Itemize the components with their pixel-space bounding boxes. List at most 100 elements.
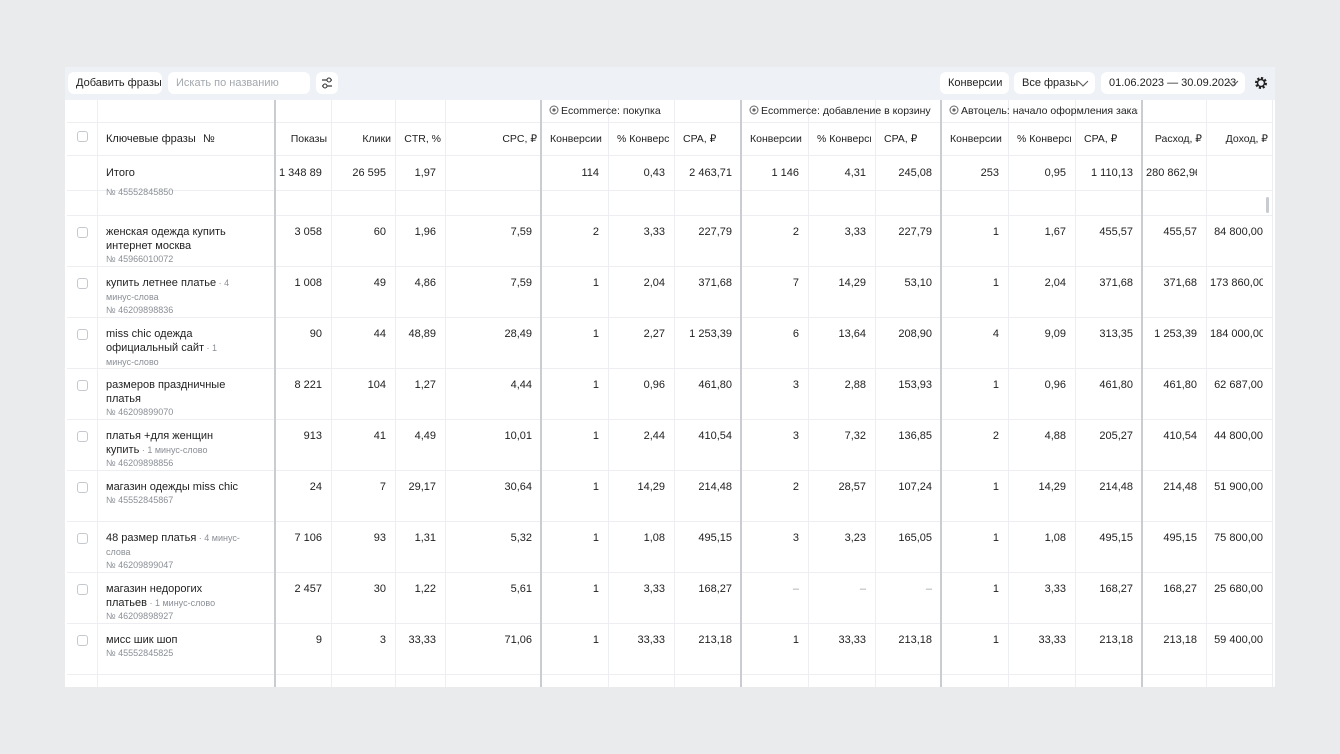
data-cell: 5,32	[510, 532, 532, 544]
group-header: Автоцель: начало оформления заказа	[949, 104, 1138, 118]
column-divider	[540, 100, 542, 687]
column-divider	[274, 100, 276, 687]
column-header: CPA, ₽	[683, 133, 717, 145]
data-cell: 30,64	[504, 481, 532, 493]
group-title: Автоцель: начало оформления заказа	[961, 105, 1138, 117]
column-divider	[808, 100, 809, 687]
data-cell: 93	[373, 532, 386, 544]
data-cell: 168,27	[1163, 583, 1197, 595]
group-title: Ecommerce: покупка	[561, 105, 661, 117]
minus-words-text: 4 минус-слова	[106, 278, 230, 302]
data-cell: 75 800,00	[1214, 532, 1263, 544]
data-cell: 136,85	[898, 430, 932, 442]
data-cell: 165,05	[898, 532, 932, 544]
phrase-id: № 46209899070	[106, 407, 174, 417]
settings-button[interactable]	[1251, 72, 1271, 94]
total-cell: 1,97	[414, 167, 436, 179]
data-cell: 53,10	[904, 277, 932, 289]
data-cell: 3	[792, 379, 799, 391]
data-cell: 3,33	[643, 583, 665, 595]
column-header: Клики	[362, 133, 391, 145]
row-divider	[67, 266, 1272, 267]
row-divider	[67, 470, 1272, 471]
data-cell: 2	[992, 430, 999, 442]
data-cell: 41	[373, 430, 386, 442]
row-divider	[67, 419, 1272, 420]
data-cell: 60	[373, 226, 386, 238]
column-divider	[740, 100, 742, 687]
data-cell: 59 400,00	[1214, 634, 1263, 646]
data-cell: 7	[379, 481, 386, 493]
minus-words-text: 1 минус-слово	[154, 598, 216, 608]
goal-icon	[749, 105, 759, 115]
column-header: Конверсии	[750, 133, 802, 145]
data-cell: 2,88	[844, 379, 866, 391]
data-cell: 62 687,00	[1214, 379, 1263, 391]
column-divider	[1272, 100, 1273, 687]
minus-words-text: 1 минус-слово	[147, 445, 208, 455]
phrase-id: № 45552845850	[106, 187, 174, 197]
data-cell: 3	[379, 634, 386, 646]
filter-settings[interactable]	[316, 72, 338, 94]
column-divider	[395, 100, 396, 687]
checkbox	[77, 635, 88, 646]
phrase-id: № 46209898927	[106, 611, 174, 621]
data-cell: 44 800,00	[1214, 430, 1263, 442]
column-divider	[674, 100, 675, 687]
group-title: Ecommerce: добавление в корзину	[761, 105, 931, 117]
data-cell: 7	[792, 277, 799, 289]
data-cell: 371,68	[1099, 277, 1133, 289]
data-cell: 2	[792, 481, 799, 493]
data-cell: 1	[592, 277, 599, 289]
data-cell: 213,18	[898, 634, 932, 646]
phrase: магазин одежды miss chic	[106, 481, 239, 493]
checkbox	[77, 329, 88, 340]
phrase: купить летнее платье	[106, 277, 217, 289]
data-cell: 213,18	[1163, 634, 1197, 646]
data-cell: 3 058	[294, 226, 322, 238]
data-cell: 410,54	[1163, 430, 1197, 442]
minus-words: · 1 минус-слово	[146, 598, 216, 608]
data-cell: 7,59	[510, 226, 532, 238]
data-cell: –	[925, 583, 932, 595]
total-cell: 2 463,71	[689, 167, 732, 179]
phrases-filter[interactable]: Все фразы	[1014, 72, 1095, 94]
data-cell: 208,90	[898, 328, 932, 340]
total-cell: 0,95	[1044, 167, 1066, 179]
checkbox	[77, 584, 88, 595]
keyword-cell: магазин одежды miss chic № 45552845867	[106, 480, 246, 522]
data-cell: 104	[367, 379, 386, 391]
chevron	[1227, 80, 1239, 87]
data-cell: 71,06	[504, 634, 532, 646]
data-cell: 1,96	[414, 226, 436, 238]
minus-words-text: 1 минус-слово	[106, 343, 218, 367]
conversions-button[interactable]: Конверсии	[940, 72, 1009, 94]
phrase: платья +для женщин купить	[106, 430, 214, 456]
data-cell: 213,18	[1099, 634, 1133, 646]
data-cell: 455,57	[1163, 226, 1197, 238]
data-cell: 371,68	[698, 277, 732, 289]
column-header: % Конверсии	[1017, 133, 1071, 145]
search-input[interactable]: Искать по названию	[168, 72, 310, 94]
data-cell: 168,27	[1099, 583, 1133, 595]
date-range[interactable]: 01.06.2023 — 30.09.2023	[1101, 72, 1245, 94]
checkbox	[77, 278, 88, 289]
add-button[interactable]: Добавить фразы	[68, 72, 162, 94]
data-cell: 1,08	[1044, 532, 1066, 544]
row-divider	[67, 674, 1272, 675]
data-cell: 2	[792, 226, 799, 238]
data-cell: 3,23	[844, 532, 866, 544]
row-divider	[67, 122, 1272, 123]
keyword-cell: женская одежда купить интернет москва № 4…	[106, 225, 246, 267]
goal-icon	[549, 105, 559, 115]
data-cell: 1	[992, 379, 999, 391]
total-cell: 4,31	[844, 167, 866, 179]
total-cell: 245,08	[898, 167, 932, 179]
filter-icon	[322, 77, 332, 89]
column-header: Ключевые фразы	[106, 133, 196, 145]
data-cell: 1	[592, 481, 599, 493]
data-cell: 313,35	[1099, 328, 1133, 340]
phrase: женская одежда купить интернет москва	[106, 226, 226, 252]
data-cell: 0,96	[643, 379, 665, 391]
